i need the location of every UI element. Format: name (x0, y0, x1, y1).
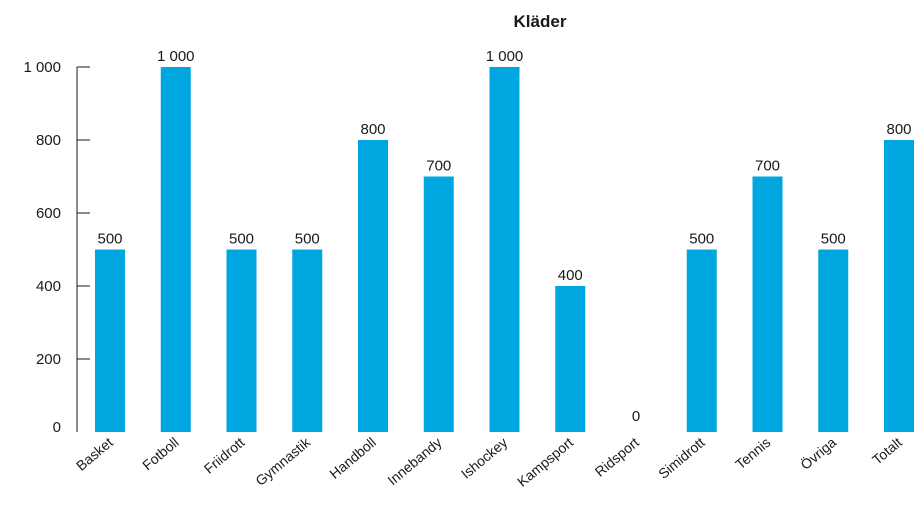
x-axis-labels: Basket Fotboll Friidrott Gymnastik Handboll I… (73, 433, 905, 490)
y-tick-label: 0 (53, 419, 61, 436)
bar (884, 140, 914, 432)
x-category-label: Kampsport (514, 434, 576, 490)
x-category-label: Fotboll (139, 434, 181, 473)
y-tick-label: 600 (36, 205, 61, 222)
x-category-label: Tennis (732, 434, 773, 472)
bar (489, 67, 520, 432)
bar (423, 176, 454, 432)
chart-title: Kläder (514, 12, 567, 31)
y-tick-label: 400 (36, 278, 61, 295)
bar (358, 140, 388, 432)
y-axis-ticks: 0 200 400 600 800 1 000 (23, 59, 90, 436)
y-tick-label: 800 (36, 132, 61, 149)
bar-value-label: 500 (821, 231, 846, 248)
value-labels: 500 1 000 500 500 800 700 1 000 400 0 500 700 500 80… (97, 48, 911, 425)
bar (818, 249, 849, 432)
x-category-label: Ridsport (592, 434, 642, 480)
bar (95, 249, 125, 432)
bar (226, 249, 257, 432)
bar-value-label: 800 (360, 121, 385, 138)
bar-value-label: 400 (558, 267, 583, 284)
bar-value-label: 700 (755, 158, 780, 175)
bar-value-label: 0 (632, 408, 640, 425)
x-category-label: Innebandy (384, 434, 444, 488)
x-category-label: Friidrott (201, 434, 248, 477)
bar-value-label: 500 (97, 231, 122, 248)
x-category-label: Ishockey (458, 434, 511, 482)
x-category-label: Totalt (869, 434, 905, 468)
bar-value-label: 500 (229, 231, 254, 248)
bar (555, 286, 586, 432)
y-tick-label: 200 (36, 351, 61, 368)
x-category-label: Övriga (797, 433, 840, 473)
bar (686, 249, 717, 432)
bar-value-label: 500 (295, 231, 320, 248)
x-category-label: Gymnastik (252, 433, 314, 488)
bar-value-label: 500 (689, 231, 714, 248)
bar (292, 249, 323, 432)
y-tick-label: 1 000 (23, 59, 61, 76)
bars (95, 67, 914, 432)
bar (160, 67, 191, 432)
bar-value-label: 1 000 (157, 48, 195, 65)
bar (752, 176, 783, 432)
bar-value-label: 700 (426, 158, 451, 175)
bar-value-label: 1 000 (486, 48, 524, 65)
x-category-label: Basket (73, 434, 116, 474)
x-category-label: Handboll (326, 434, 379, 482)
x-category-label: Simidrott (655, 434, 708, 482)
bar-value-label: 800 (886, 121, 911, 138)
